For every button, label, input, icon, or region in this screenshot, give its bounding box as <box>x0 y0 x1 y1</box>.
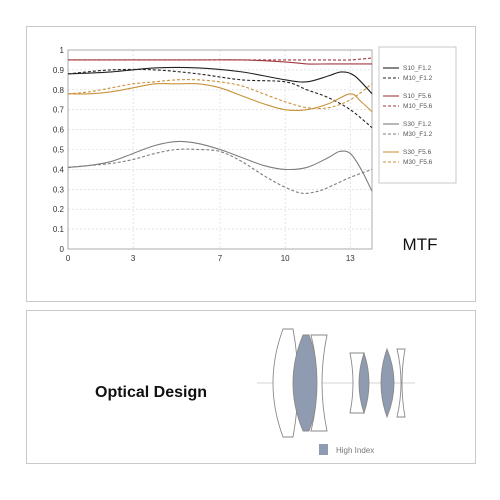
series-line-M10_F1.2 <box>67 68 373 129</box>
legend-label: S10_F5.6 <box>403 93 432 100</box>
y-tick-label: 0.4 <box>53 165 65 174</box>
y-tick-label: 0.8 <box>53 86 65 95</box>
chart-axes: 00.10.20.30.40.50.60.70.80.910 3 7 10 13 <box>53 46 373 263</box>
series-line-M10_F5.6 <box>68 57 373 61</box>
series-line-S30_F5.6 <box>67 82 373 113</box>
chart-series <box>67 57 373 194</box>
lens-element-3 <box>310 334 328 432</box>
lens-element-6-high-index <box>380 347 395 419</box>
legend-label: M30_F1.2 <box>403 131 433 138</box>
lens-elements <box>272 328 406 438</box>
legend-label: S10_F1.2 <box>403 65 432 72</box>
y-tick-label: 0.5 <box>53 146 65 155</box>
series-line-M30_F5.6 <box>67 79 373 110</box>
y-tick-label: 0.2 <box>53 205 65 214</box>
chart-legend: S10_F1.2 M10_F1.2 S10_F5.6 M10_F5.6 S30_F1.2… <box>378 46 457 184</box>
lens-element-7 <box>396 348 406 418</box>
optical-design-title: Optical Design <box>95 384 207 401</box>
x-tick-label: 10 <box>281 254 290 263</box>
y-tick-label: 0.6 <box>53 126 65 135</box>
x-tick-label: 0 <box>66 254 71 263</box>
mtf-chart: 00.10.20.30.40.50.60.70.80.910 3 7 10 13 S10… <box>53 46 457 263</box>
chart-title: MTF <box>403 235 438 254</box>
high-index-swatch <box>319 444 328 455</box>
series-line-M30_F1.2 <box>67 148 373 194</box>
series-line-S30_F1.2 <box>67 140 373 192</box>
x-tick-label: 3 <box>131 254 136 263</box>
y-tick-label: 0.7 <box>53 106 65 115</box>
optical-design-panel: Optical Design High Index <box>26 310 476 464</box>
optical-diagram: Optical Design High Index <box>95 328 415 455</box>
legend-label: S30_F5.6 <box>403 149 432 156</box>
legend-label: M30_F5.6 <box>403 159 433 166</box>
y-tick-label: 0.9 <box>53 66 65 75</box>
lens-element-5-high-index <box>358 351 370 415</box>
series-line-S10_F1.2 <box>67 66 373 95</box>
legend-label: M10_F1.2 <box>403 75 433 82</box>
x-tick-label: 7 <box>218 254 223 263</box>
y-tick-label: 0 <box>60 245 65 254</box>
plot-frame <box>67 49 373 250</box>
x-tick-label: 13 <box>346 254 355 263</box>
high-index-label: High Index <box>336 446 374 455</box>
legend-label: M10_F5.6 <box>403 103 433 110</box>
mtf-chart-panel: 0 0.1 0.2 0.3 0.4 0.5 0.6 0.7 0.8 0.9 1 0 3 7 10 13 S10… <box>26 26 476 302</box>
y-tick-label: 0.1 <box>53 225 65 234</box>
legend-label: S30_F1.2 <box>403 121 432 128</box>
y-tick-label: 0.3 <box>53 185 65 194</box>
y-tick-label: 1 <box>60 46 65 55</box>
legend-box <box>378 46 457 184</box>
